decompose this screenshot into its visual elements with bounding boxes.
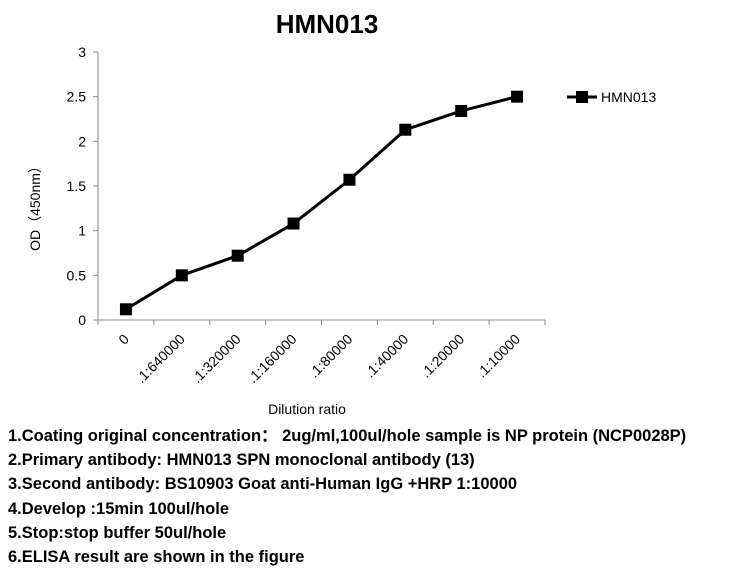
y-tick-label: 0 [78, 312, 86, 328]
data-point-marker [287, 217, 300, 230]
y-tick-label: 2 [78, 133, 86, 149]
series-line [125, 95, 518, 311]
y-tick-label: 3 [78, 44, 86, 60]
elisa-line-chart: HMN013 OD（450nm） Dilution ratio 0 0.5 1 1.5… [27, 9, 656, 417]
note-stop: 5.Stop:stop buffer 50ul/hole [8, 523, 227, 542]
y-tick-label: 2.5 [67, 89, 87, 105]
data-point-marker [343, 173, 356, 186]
legend: HMN013 [567, 89, 656, 105]
data-point-marker [119, 303, 132, 316]
note-primary-antibody: 2.Primary antibody: HMN013 SPN monoclona… [8, 451, 475, 470]
data-point-marker [399, 123, 412, 136]
note-elisa-result: 6.ELISA result are shown in the figure [8, 548, 305, 567]
legend-label: HMN013 [601, 89, 656, 105]
x-tick-label: .1:320000 [188, 331, 244, 387]
x-axis-label: Dilution ratio [268, 401, 346, 417]
note-develop: 4.Develop :15min 100ul/hole [8, 499, 229, 518]
y-tick-label: 0.5 [67, 267, 87, 283]
x-tick-label: .1:40000 [362, 331, 412, 381]
x-tick-label: .1:10000 [473, 331, 523, 381]
note-second-antibody: 3.Second antibody: BS10903 Goat anti-Hum… [8, 475, 518, 494]
x-tick-label: .1:640000 [133, 331, 189, 387]
data-point-marker [175, 269, 188, 282]
y-ticks: 0 0.5 1 1.5 2 2.5 3 [67, 44, 98, 328]
experiment-notes: 1.Coating original concentration： 2ug/ml… [8, 424, 753, 569]
legend-marker [576, 91, 588, 103]
data-point-marker [231, 249, 244, 262]
data-point-marker [455, 104, 468, 117]
x-tick-label: .1:80000 [306, 331, 356, 381]
y-tick-label: 1 [78, 223, 86, 239]
x-tick-label: 0 [115, 331, 132, 348]
y-tick-label: 1.5 [67, 178, 87, 194]
chart-title: HMN013 [276, 9, 379, 39]
x-tick-label: .1:160000 [244, 331, 300, 387]
series-layer [119, 90, 524, 316]
data-point-marker [511, 90, 524, 103]
x-tick-label: .1:20000 [417, 331, 467, 381]
x-ticks: 0.1:640000.1:320000.1:160000.1:80000.1:4… [97, 320, 546, 387]
y-axis-label: OD（450nm） [27, 159, 43, 251]
note-coating: 1.Coating original concentration： 2ug/ml… [8, 427, 687, 445]
